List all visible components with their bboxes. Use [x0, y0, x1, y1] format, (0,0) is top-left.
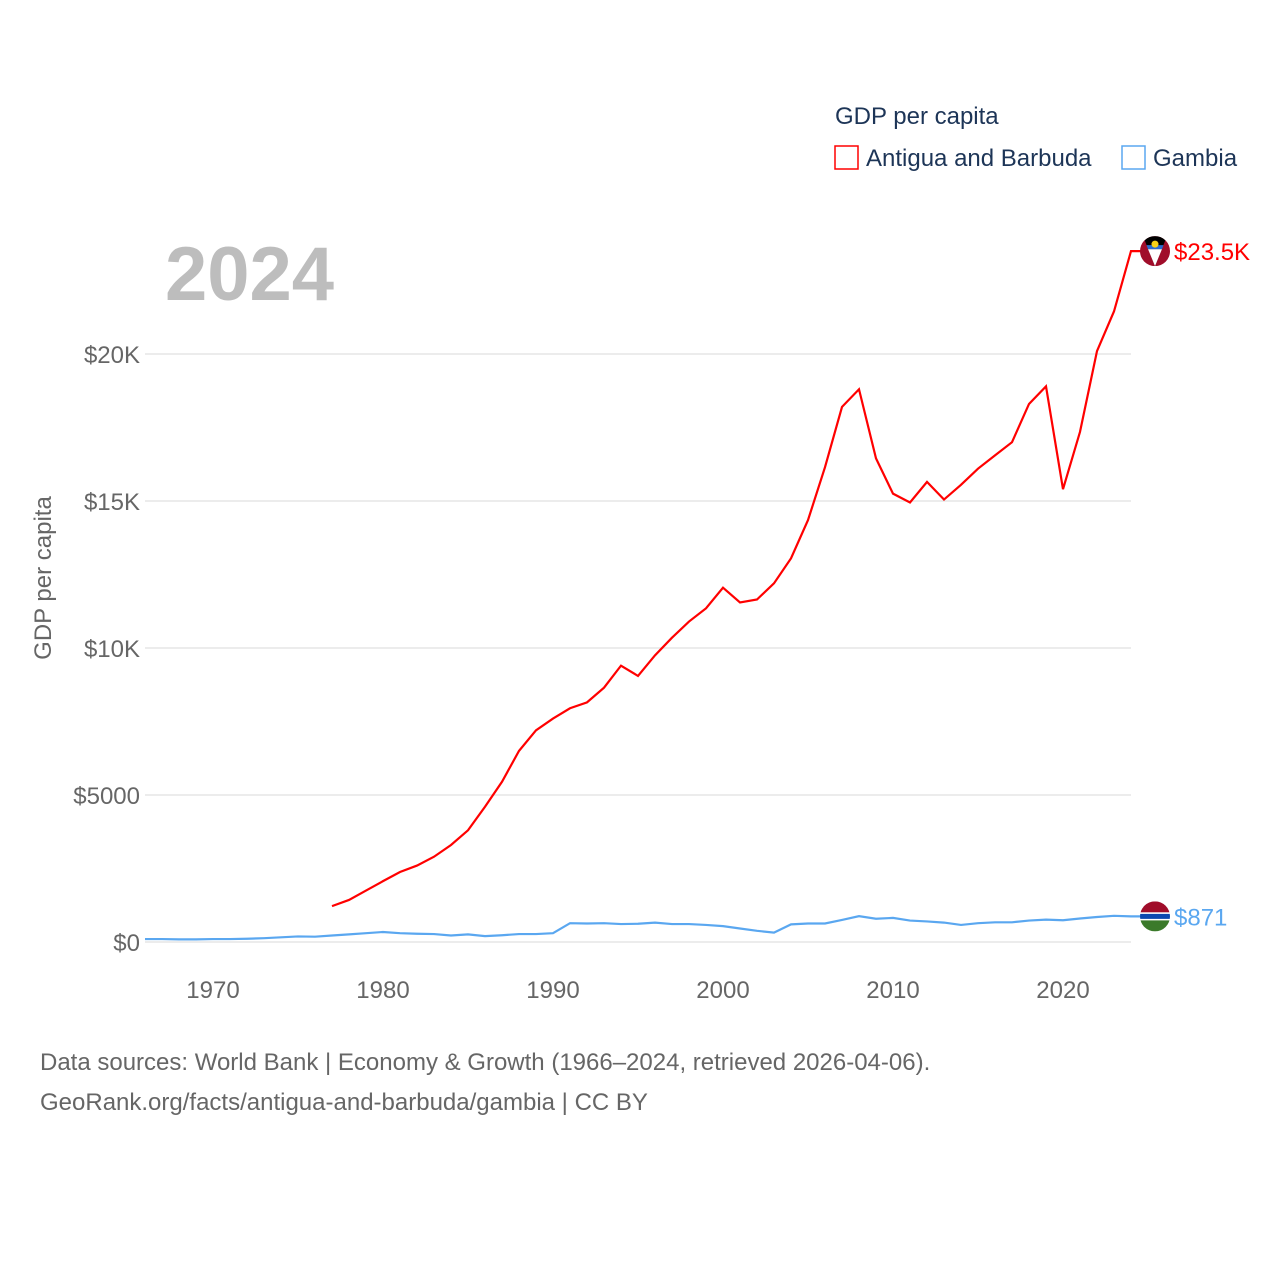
legend-title: GDP per capita — [835, 103, 999, 130]
footer: Data sources: World Bank | Economy & Gro… — [40, 1043, 930, 1123]
legend-swatch — [834, 145, 859, 170]
footer-sources: Data sources: World Bank | Economy & Gro… — [40, 1049, 931, 1076]
legend-item-label[interactable]: Gambia — [1153, 145, 1238, 172]
end-value-label: $871 — [1174, 904, 1227, 931]
y-tick-label: $5000 — [73, 783, 140, 810]
antigua-and-barbuda-flag-icon — [1140, 236, 1170, 267]
gambia-flag-icon — [1140, 901, 1170, 932]
x-tick-label: 2020 — [1036, 977, 1089, 1004]
x-tick-label: 1970 — [186, 977, 239, 1004]
x-tick-label: 1990 — [526, 977, 579, 1004]
y-tick-label: $10K — [84, 636, 140, 663]
end-value-label: $23.5K — [1174, 239, 1250, 266]
y-axis-label: GDP per capita — [30, 496, 57, 660]
y-tick-label: $20K — [84, 342, 140, 369]
x-tick-label: 2000 — [696, 977, 749, 1004]
year-label: 2024 — [165, 232, 334, 317]
footer-link[interactable]: GeoRank.org/facts/antigua-and-barbuda/ga… — [40, 1089, 648, 1116]
series-line-antigua — [331, 250, 1141, 908]
x-tick-label: 2010 — [866, 977, 919, 1004]
legend-item-label[interactable]: Antigua and Barbuda — [866, 145, 1092, 172]
series-line-gambia — [145, 914, 1141, 941]
y-tick-label: $0 — [113, 930, 140, 957]
legend-swatch — [1121, 145, 1146, 170]
y-tick-label: $15K — [84, 489, 140, 516]
x-tick-label: 1980 — [356, 977, 409, 1004]
legend: Antigua and Barbuda Gambia — [834, 145, 1238, 172]
